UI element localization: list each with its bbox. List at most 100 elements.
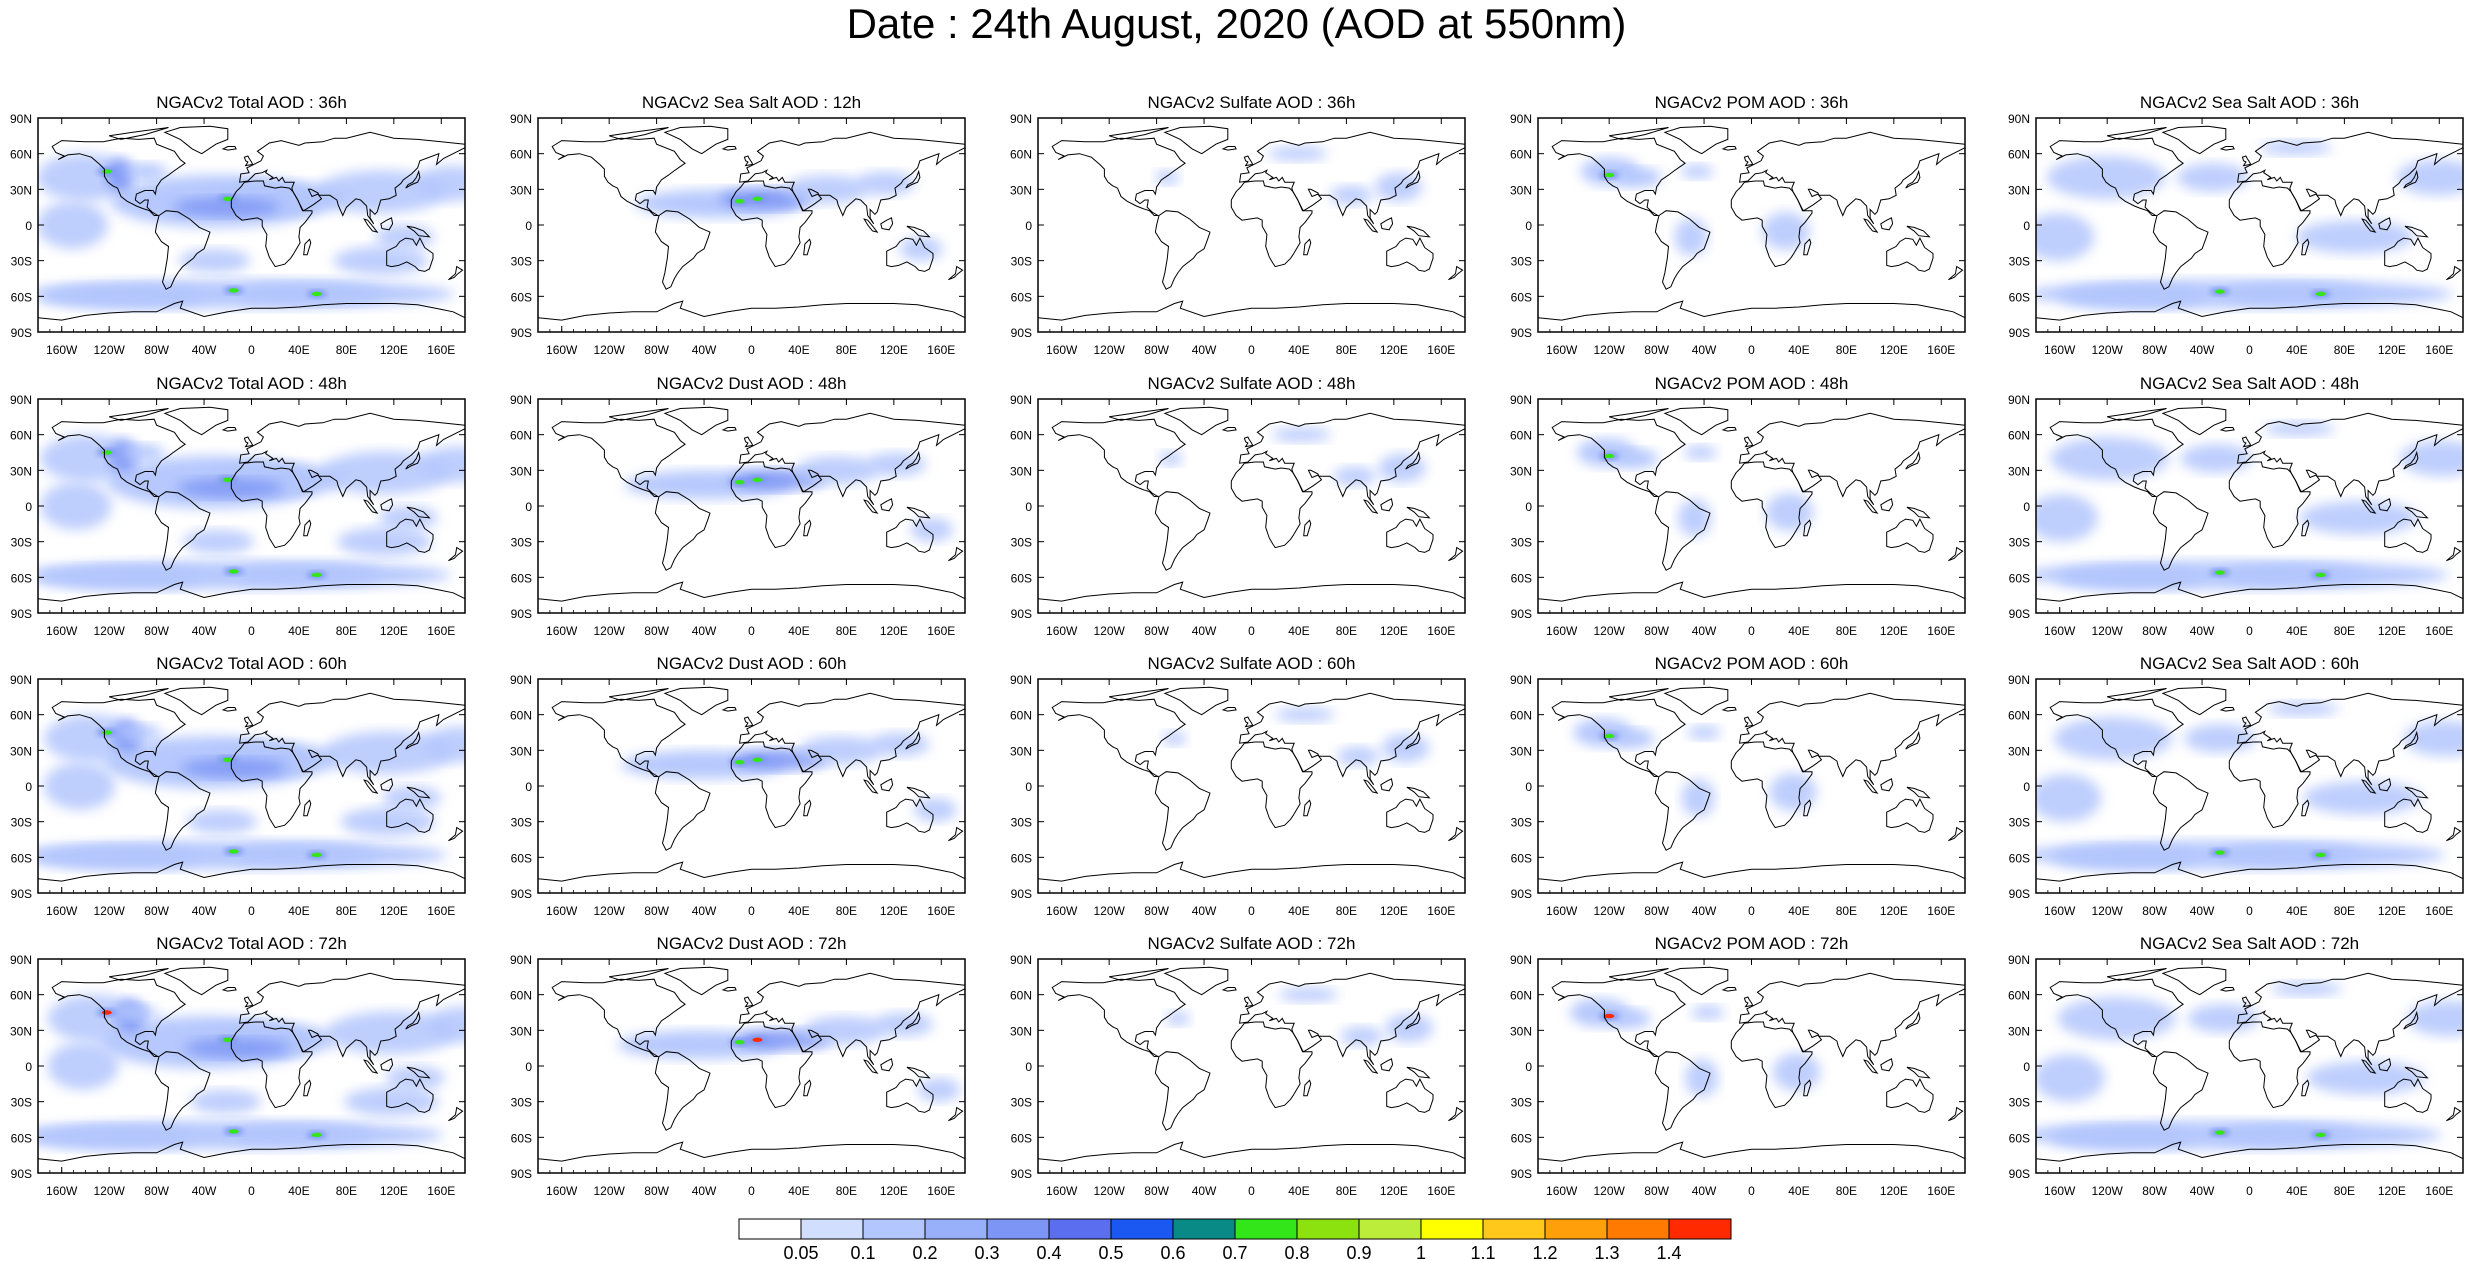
panel-title: NGACv2 POM AOD : 48h xyxy=(1655,374,1849,393)
coastline-newZealand xyxy=(2446,546,2462,562)
coastline-iceland xyxy=(221,146,237,151)
coastline-northAmerica xyxy=(2049,137,2184,216)
lon-tick-label: 120E xyxy=(1880,1184,1908,1198)
lat-tick-label: 30N xyxy=(510,744,532,758)
lon-tick-label: 80W xyxy=(644,343,669,357)
lat-tick-label: 0 xyxy=(1025,219,1032,233)
coastline-antarctica xyxy=(538,1141,965,1162)
aod-field xyxy=(182,529,254,554)
lat-tick-label: 60N xyxy=(1510,989,1532,1003)
coastline-borneo xyxy=(1880,778,1894,792)
lat-tick-label: 60S xyxy=(1011,1131,1032,1145)
coastline-indonesia1 xyxy=(1363,499,1379,514)
coastline-africa xyxy=(1230,741,1313,829)
map-panel-15: NGACv2 Sea Salt AOD : 60h 90N 60N 30N 0 30S 60… xyxy=(2008,654,2464,918)
lat-tick-label: 60S xyxy=(511,851,532,865)
lat-tick-label: 90N xyxy=(510,953,532,967)
coastline-africa xyxy=(2228,741,2311,829)
coastline-arcticIslands xyxy=(109,408,169,421)
aod-field xyxy=(2260,140,2332,155)
coastline-newGuinea xyxy=(1906,1066,1931,1079)
lon-tick-label: 80W xyxy=(144,624,169,638)
lat-tick-label: 90N xyxy=(1010,673,1032,687)
lat-tick-label: 60S xyxy=(2009,290,2030,304)
aod-field xyxy=(1687,725,1721,740)
lat-tick-label: 30S xyxy=(1011,536,1032,550)
aod-peak xyxy=(752,477,763,483)
lat-tick-label: 30S xyxy=(1011,255,1032,269)
coastline-japan xyxy=(2403,450,2419,470)
lon-tick-label: 160W xyxy=(2044,343,2076,357)
colorbar-swatch xyxy=(862,1218,926,1240)
aod-field xyxy=(1685,1058,1719,1097)
coastline-madagascar xyxy=(303,1079,312,1097)
lon-tick-label: 0 xyxy=(1248,624,1255,638)
coastline-japan xyxy=(2403,1010,2419,1030)
coastline-iceland xyxy=(721,707,737,712)
lat-tick-label: 90N xyxy=(1010,953,1032,967)
aod-field xyxy=(2295,220,2415,254)
coastline-eurasia xyxy=(239,692,465,786)
coastline-japan xyxy=(1405,169,1421,189)
coastline-borneo xyxy=(1880,498,1894,512)
panel-title: NGACv2 Sea Salt AOD : 60h xyxy=(2140,654,2359,673)
map-area xyxy=(1538,118,1965,332)
coastline-southAmerica xyxy=(654,210,711,290)
coastline-britain xyxy=(243,716,254,728)
panel-title: NGACv2 Sulfate AOD : 72h xyxy=(1148,934,1356,953)
map-panel-12: NGACv2 Dust AOD : 60h 90N 60N 30N 0 30S 60S 90S… xyxy=(510,654,966,918)
lon-tick-label: 160W xyxy=(1046,1184,1078,1198)
lon-tick-label: 80E xyxy=(336,624,357,638)
coastline-newZealand xyxy=(448,826,464,842)
colorbar-swatch xyxy=(1172,1218,1236,1240)
lat-tick-label: 60S xyxy=(11,851,32,865)
coastline-northAmerica xyxy=(1551,978,1686,1057)
aod-field xyxy=(38,565,202,590)
aod-field xyxy=(38,845,199,870)
coastline-britain xyxy=(2241,155,2252,167)
coastline-britain xyxy=(743,996,754,1008)
coastline-newGuinea xyxy=(2404,1066,2429,1079)
lat-tick-label: 30N xyxy=(2008,1024,2030,1038)
lat-tick-label: 0 xyxy=(1025,780,1032,794)
aod-field xyxy=(233,844,377,866)
coastline-northAmerica xyxy=(551,137,686,216)
map-panel-7: NGACv2 Dust AOD : 48h 90N 60N 30N 0 30S 60S 90S… xyxy=(510,374,966,638)
lon-tick-label: 160W xyxy=(2044,624,2076,638)
lat-tick-label: 30N xyxy=(1510,464,1532,478)
lat-tick-label: 30N xyxy=(1010,1024,1032,1038)
lat-tick-label: 30N xyxy=(510,464,532,478)
lon-tick-label: 80E xyxy=(1836,1184,1857,1198)
coastline-britain xyxy=(1243,996,1254,1008)
colorbar-swatch xyxy=(1420,1218,1484,1240)
map-area xyxy=(1038,679,1465,893)
lon-tick-label: 80W xyxy=(144,1184,169,1198)
panel-title: NGACv2 Total AOD : 48h xyxy=(156,374,347,393)
aod-field xyxy=(1333,466,1377,486)
coastline-arcticIslands xyxy=(1609,127,1669,140)
coastline-japan xyxy=(905,1010,921,1030)
coastline-greenland xyxy=(1663,125,1729,155)
lat-tick-label: 0 xyxy=(2023,219,2030,233)
lat-tick-label: 0 xyxy=(525,219,532,233)
aod-field xyxy=(2263,421,2335,436)
coastline-africa xyxy=(1230,461,1313,549)
lat-tick-label: 90N xyxy=(1010,112,1032,126)
aod-field xyxy=(1381,733,1430,763)
aod-field xyxy=(1691,1005,1725,1020)
aod-peak xyxy=(101,450,112,455)
coastline-southAmerica xyxy=(154,1051,211,1131)
lat-tick-label: 60N xyxy=(1010,429,1032,443)
coastline-greenland xyxy=(2161,406,2227,436)
lon-tick-label: 120E xyxy=(380,624,408,638)
lon-tick-label: 0 xyxy=(248,624,255,638)
lon-tick-label: 160W xyxy=(1546,624,1578,638)
ocean-background xyxy=(1538,399,1965,613)
aod-field xyxy=(1155,170,1180,185)
aod-field xyxy=(2036,774,2102,822)
lon-tick-label: 160W xyxy=(46,343,78,357)
coastline-britain xyxy=(1243,155,1254,167)
aod-peak xyxy=(2214,289,2225,294)
coastline-australia xyxy=(1886,236,1934,272)
coastline-arcticIslands xyxy=(1109,688,1169,701)
